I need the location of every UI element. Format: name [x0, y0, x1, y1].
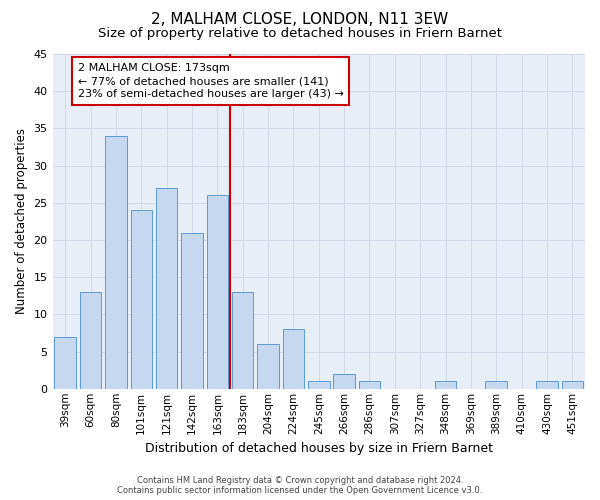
Bar	[206, 196, 228, 389]
Bar	[536, 382, 558, 389]
Bar	[181, 232, 203, 389]
Bar	[156, 188, 178, 389]
Bar	[257, 344, 279, 389]
Bar	[308, 382, 329, 389]
X-axis label: Distribution of detached houses by size in Friern Barnet: Distribution of detached houses by size …	[145, 442, 493, 455]
Bar	[80, 292, 101, 389]
Text: 2, MALHAM CLOSE, LONDON, N11 3EW: 2, MALHAM CLOSE, LONDON, N11 3EW	[151, 12, 449, 28]
Bar	[359, 382, 380, 389]
Bar	[232, 292, 253, 389]
Bar	[485, 382, 507, 389]
Bar	[435, 382, 457, 389]
Bar	[131, 210, 152, 389]
Bar	[562, 382, 583, 389]
Bar	[55, 336, 76, 389]
Bar	[105, 136, 127, 389]
Text: Size of property relative to detached houses in Friern Barnet: Size of property relative to detached ho…	[98, 28, 502, 40]
Bar	[283, 330, 304, 389]
Y-axis label: Number of detached properties: Number of detached properties	[15, 128, 28, 314]
Text: Contains HM Land Registry data © Crown copyright and database right 2024.
Contai: Contains HM Land Registry data © Crown c…	[118, 476, 482, 495]
Bar	[334, 374, 355, 389]
Text: 2 MALHAM CLOSE: 173sqm
← 77% of detached houses are smaller (141)
23% of semi-de: 2 MALHAM CLOSE: 173sqm ← 77% of detached…	[78, 63, 344, 100]
